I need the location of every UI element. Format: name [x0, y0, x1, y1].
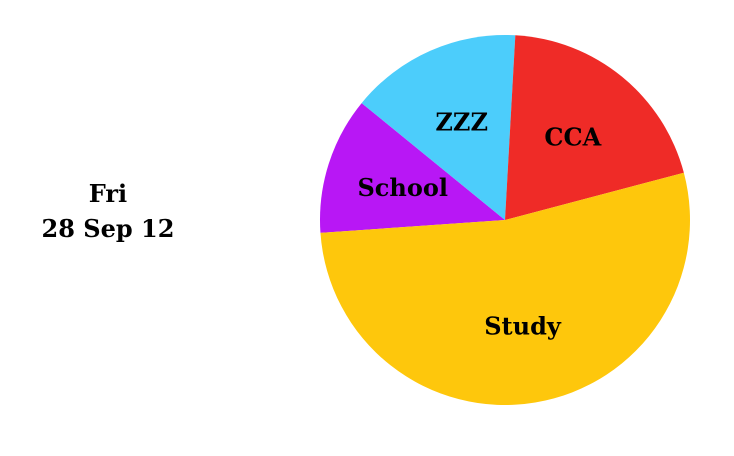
date-block: Fri 28 Sep 12 — [18, 176, 198, 246]
pie-slice-study — [320, 172, 690, 406]
pie-slice-zzz — [361, 35, 516, 220]
weekday-label: Fri — [88, 179, 128, 208]
pie-slice-school — [320, 103, 505, 233]
pie-label-school: School — [357, 173, 448, 202]
pie-label-study: Study — [484, 311, 562, 340]
pie-label-zzz: ZZZ — [435, 107, 488, 136]
pie-labels: School ZZZ CCA Study — [357, 107, 601, 340]
pie-slices — [320, 35, 690, 406]
pie-label-cca: CCA — [544, 122, 601, 151]
pie-slice-cca — [505, 35, 684, 221]
date-label: 28 Sep 12 — [41, 214, 175, 243]
